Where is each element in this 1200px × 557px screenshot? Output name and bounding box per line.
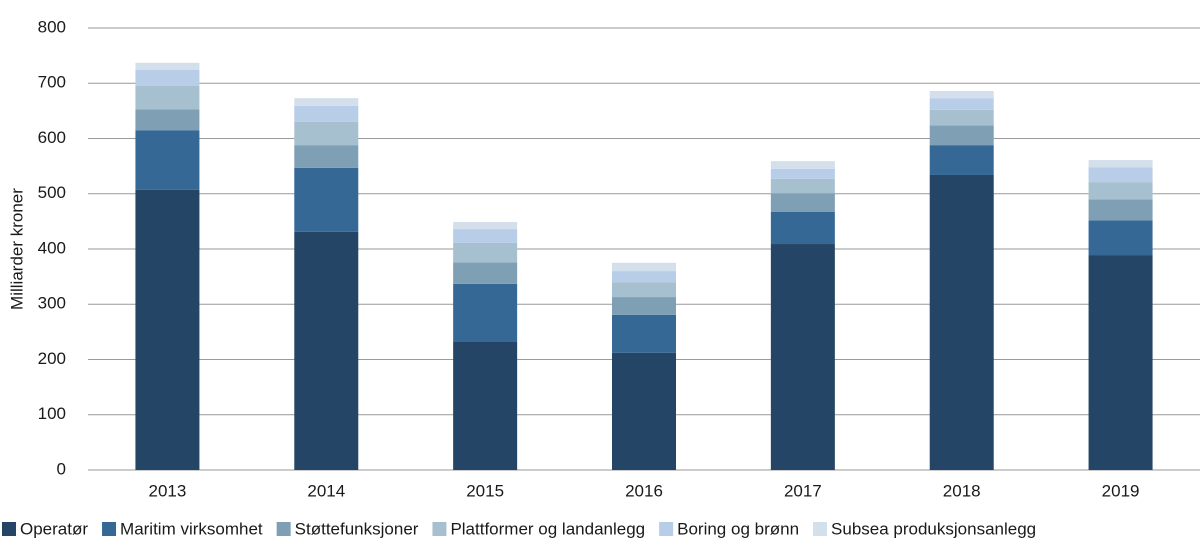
bar-segment	[929, 109, 994, 126]
x-tick-label: 2019	[1102, 481, 1140, 500]
x-tick-label: 2014	[307, 481, 345, 500]
bar-segment	[770, 178, 835, 194]
bar-segment	[612, 297, 676, 315]
y-tick-label: 200	[38, 349, 66, 368]
bar-segment	[770, 193, 835, 212]
legend-swatch	[276, 522, 291, 536]
bar-segment	[1088, 160, 1153, 168]
x-tick-label: 2013	[149, 481, 187, 500]
bar-segment	[770, 161, 835, 169]
bar-segment	[294, 98, 359, 106]
legend-label: Maritim virksomhet	[120, 519, 263, 538]
bar-segment	[294, 105, 359, 122]
x-tick-label: 2017	[784, 481, 822, 500]
bar-segment	[453, 221, 518, 230]
bar-segment	[612, 262, 676, 272]
legend-label: Støttefunksjoner	[295, 519, 419, 538]
bar-segment	[294, 231, 359, 470]
bar-segment	[1088, 199, 1153, 221]
legend-swatch	[432, 522, 447, 536]
y-tick-label: 100	[38, 404, 66, 423]
y-tick-label: 700	[38, 73, 66, 92]
y-axis-label: Milliarder kroner	[7, 188, 26, 310]
bar-segment	[294, 145, 359, 168]
bar-segment	[612, 314, 676, 353]
bar-segment	[612, 352, 676, 470]
bar-segment	[294, 167, 359, 232]
bar-segment	[135, 109, 200, 131]
bar-segment	[1088, 167, 1153, 183]
bar-segment	[135, 189, 200, 470]
bar-segment	[770, 211, 835, 245]
y-tick-label: 300	[38, 294, 66, 313]
bar-segment	[453, 262, 518, 284]
bar-segment	[453, 341, 518, 470]
bar-segment	[612, 271, 676, 283]
bar-segment	[135, 62, 200, 70]
bar-segment	[1088, 255, 1153, 470]
legend-label: Operatør	[20, 519, 88, 538]
bar-segment	[453, 242, 518, 263]
x-tick-label: 2016	[625, 481, 663, 500]
bar-segment	[135, 69, 200, 87]
bar-segment	[135, 130, 200, 190]
x-tick-label: 2018	[943, 481, 981, 500]
bar-segment	[929, 145, 994, 175]
legend-swatch	[2, 522, 16, 536]
bar-segment	[453, 283, 518, 342]
legend-swatch	[659, 522, 674, 536]
bar-segment	[770, 168, 835, 179]
bar-segment	[612, 282, 676, 298]
bar-segment	[453, 229, 518, 243]
bar-segment	[770, 244, 835, 470]
legend-label: Boring og brønn	[677, 519, 799, 538]
y-tick-label: 400	[38, 238, 66, 257]
legend-swatch	[102, 522, 117, 536]
bar-segment	[929, 90, 994, 99]
bar-segment	[1088, 220, 1153, 256]
y-tick-label: 600	[38, 128, 66, 147]
x-tick-label: 2015	[466, 481, 504, 500]
y-tick-label: 800	[38, 17, 66, 36]
bar-segment	[929, 98, 994, 110]
legend-label: Subsea produksjonsanlegg	[831, 519, 1036, 538]
bar-segment	[929, 174, 994, 470]
y-tick-label: 0	[57, 459, 66, 478]
bar-segment	[135, 86, 200, 110]
legend-label: Plattformer og landanlegg	[450, 519, 645, 538]
bar-segment	[1088, 182, 1153, 200]
y-tick-label: 500	[38, 183, 66, 202]
bar-segment	[294, 121, 359, 146]
bar-segment	[929, 125, 994, 146]
legend-swatch	[813, 522, 828, 536]
